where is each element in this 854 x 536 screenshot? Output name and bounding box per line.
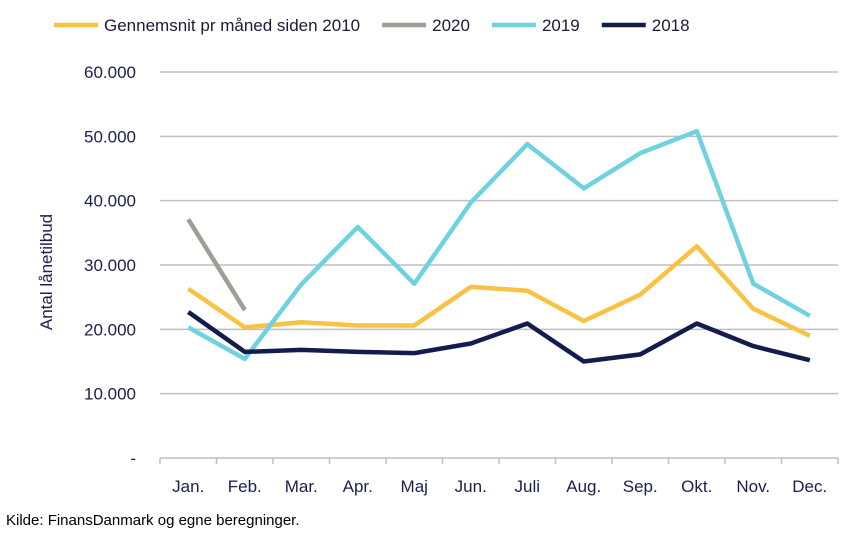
- x-tick-label: Aug.: [566, 477, 601, 496]
- x-tick-label: Jun.: [455, 477, 487, 496]
- gridlines: [159, 71, 839, 464]
- line-chart: Gennemsnit pr måned siden 2010 2020 2019 20…: [37, 16, 839, 496]
- x-tick-label: Feb.: [228, 477, 262, 496]
- y-tick-label: 40.000: [84, 192, 136, 211]
- series-line-2020: [186, 218, 247, 312]
- series-line-2018: [187, 310, 811, 364]
- y-axis-ticks: - 10.000 20.000 30.000 40.000 50.000 60.000: [84, 63, 136, 468]
- y-tick-label: 60.000: [84, 63, 136, 82]
- x-tick-label: Sep.: [623, 477, 658, 496]
- x-tick-label: Apr.: [343, 477, 373, 496]
- y-tick-label: 50.000: [84, 127, 136, 146]
- x-tick-label: Dec.: [792, 477, 827, 496]
- y-tick-label: 20.000: [84, 320, 136, 339]
- legend-label: 2020: [432, 16, 470, 35]
- x-tick-label: Nov.: [736, 477, 770, 496]
- series-line-gennemsnit-pr-m-ned-siden-2010: [187, 244, 811, 338]
- legend-label: Gennemsnit pr måned siden 2010: [104, 16, 360, 35]
- legend: Gennemsnit pr måned siden 2010 2020 2019 20…: [54, 16, 690, 35]
- y-tick-label: 30.000: [84, 256, 136, 275]
- legend-label: 2018: [652, 16, 690, 35]
- y-tick-label: 10.000: [84, 385, 136, 404]
- x-tick-label: Mar.: [285, 477, 318, 496]
- y-axis-label-group: Antal lånetilbud: [37, 214, 56, 330]
- x-tick-label: Juli: [514, 477, 540, 496]
- y-tick-label: -: [130, 449, 136, 468]
- x-tick-label: Maj: [401, 477, 428, 496]
- x-tick-label: Jan.: [172, 477, 204, 496]
- series-line-2019: [187, 128, 811, 362]
- x-axis-ticks: Jan. Feb. Mar. Apr. Maj Jun. Juli Aug. Sep. Okt. N…: [172, 477, 827, 496]
- series-lines: [186, 128, 811, 364]
- x-tick-label: Okt.: [681, 477, 712, 496]
- y-axis-label: Antal lånetilbud: [37, 214, 56, 330]
- source-note: Kilde: FinansDanmark og egne beregninger…: [6, 512, 300, 529]
- legend-label: 2019: [542, 16, 580, 35]
